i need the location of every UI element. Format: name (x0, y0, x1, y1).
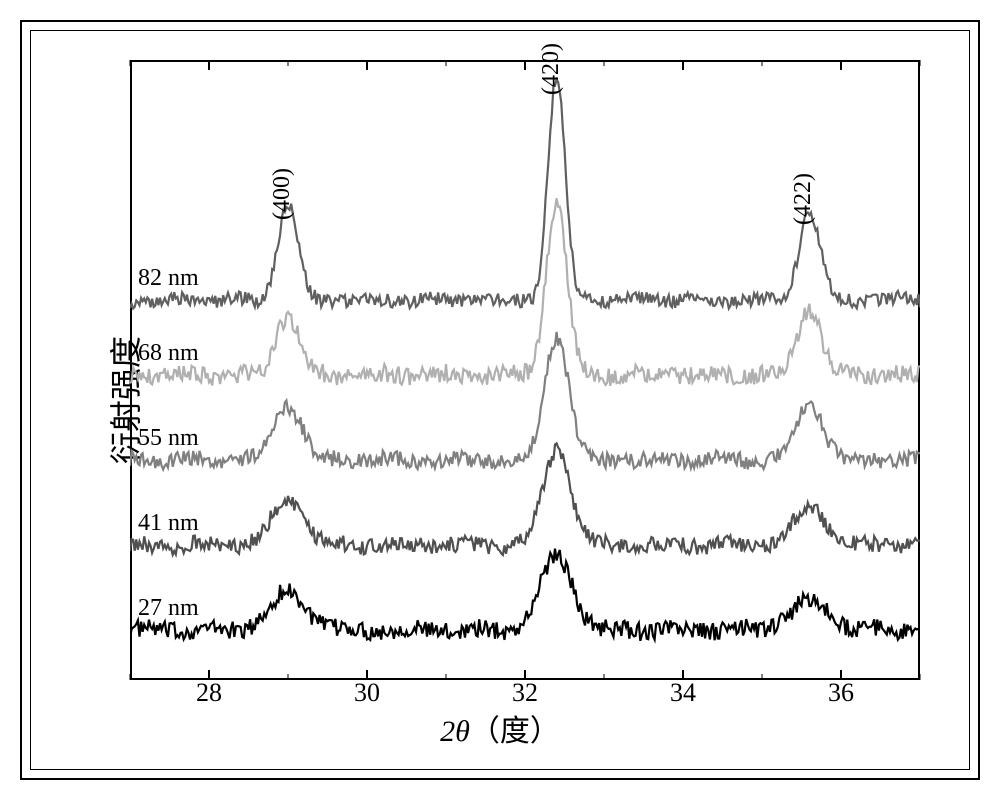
x-tick-label: 32 (512, 678, 538, 708)
x-tick-label: 34 (670, 678, 696, 708)
peak-label: (420) (538, 43, 565, 95)
xlabel-symbol: 2θ (440, 715, 470, 748)
series-label: 27 nm (138, 595, 199, 622)
x-tick-label: 36 (828, 678, 854, 708)
series-label: 82 nm (138, 265, 199, 292)
xrd-curve (130, 198, 920, 386)
peak-label: (400) (269, 168, 296, 220)
figure-container: 衍射强度 2θ（度） 2830323436 27 nm41 nm55 nm68 … (0, 0, 1000, 800)
series-label: 55 nm (138, 425, 199, 452)
x-axis-label: 2θ（度） (440, 706, 560, 750)
xrd-curve (130, 332, 920, 470)
series-label: 41 nm (138, 510, 199, 537)
x-tick-label: 28 (196, 678, 222, 708)
xlabel-unit: （度） (470, 715, 560, 748)
xrd-curves (130, 60, 920, 680)
x-tick-label: 30 (354, 678, 380, 708)
xrd-curve (130, 549, 920, 641)
peak-label: (422) (790, 173, 817, 225)
series-label: 68 nm (138, 340, 199, 367)
